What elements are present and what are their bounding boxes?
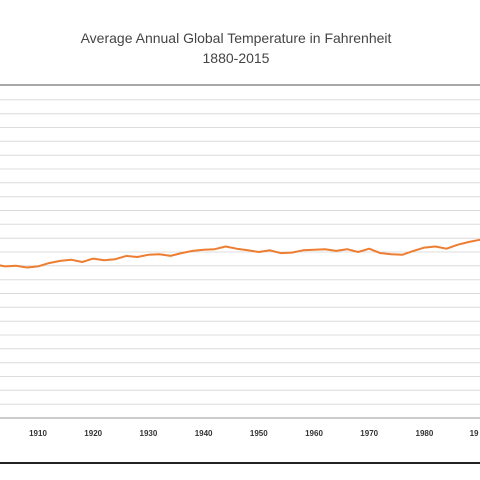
chart-title: Average Annual Global Temperature in Fah… [80, 30, 392, 46]
x-tick-label: 1910 [29, 429, 47, 438]
x-tick-label: 1980 [416, 429, 434, 438]
title-block: Average Annual Global Temperature in Fah… [0, 28, 472, 68]
x-tick-label: 1950 [250, 429, 268, 438]
chart-frame [0, 0, 480, 464]
x-tick-labels: 1910 1920 1930 1940 1950 1960 1970 1980 19 [29, 429, 479, 438]
series-layer [0, 238, 480, 269]
gridlines [0, 99, 480, 405]
series-line-0 [0, 238, 480, 269]
x-tick-label: 1960 [305, 429, 323, 438]
x-tick-label: 1930 [140, 429, 158, 438]
x-tick-label: 19 [470, 429, 479, 438]
chart-subtitle: 1880-2015 [202, 50, 270, 66]
x-tick-label: 1970 [360, 429, 378, 438]
x-tick-label: 1920 [84, 429, 102, 438]
x-tick-label: 1940 [195, 429, 213, 438]
